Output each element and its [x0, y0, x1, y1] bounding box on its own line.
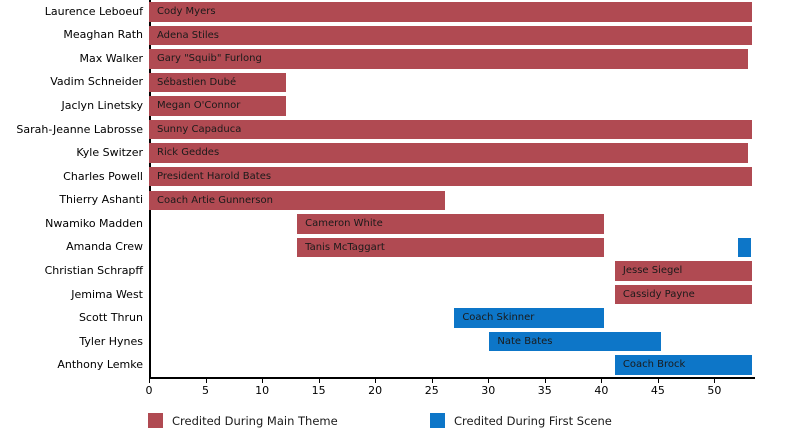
bar-label: Sébastien Dubé [157, 76, 237, 88]
bar-first_scene [738, 237, 751, 258]
y-axis-label: Amanda Crew [66, 240, 143, 254]
y-axis-label: Nwamiko Madden [45, 216, 143, 230]
legend-swatch-first-scene [430, 413, 445, 428]
bar-main_theme: Megan O'Connor [149, 96, 286, 116]
bar-label: Coach Brock [622, 359, 686, 371]
bar-label: Cassidy Payne [622, 288, 695, 300]
bar-label: Gary "Squib" Furlong [157, 53, 262, 65]
x-tick-mark [488, 379, 490, 383]
bar-main_theme: Gary "Squib" Furlong [149, 49, 749, 69]
y-axis-label: Jemima West [71, 287, 143, 301]
y-axis-label: Vadim Schneider [50, 75, 143, 89]
x-tick-label: 10 [255, 384, 270, 397]
x-tick-label: 50 [707, 384, 722, 397]
bar-label: Coach Artie Gunnerson [157, 194, 273, 206]
bar-main_theme: Jesse Siegel [614, 261, 752, 281]
x-tick-label: 15 [311, 384, 326, 397]
bar-label: Cody Myers [157, 6, 216, 18]
bar-label: Tanis McTaggart [305, 241, 385, 253]
x-tick-mark [318, 379, 320, 383]
y-axis-label: Laurence Leboeuf [44, 4, 143, 18]
x-tick-mark [262, 379, 264, 383]
y-axis-label: Max Walker [79, 51, 143, 65]
bar-main_theme: Tanis McTaggart [297, 237, 604, 258]
x-tick-mark [149, 379, 150, 383]
bar-label: Megan O'Connor [157, 100, 241, 112]
bar-first_scene: Nate Bates [489, 331, 662, 352]
y-axis-label: Tyler Hynes [79, 334, 143, 348]
legend-swatch-main-theme [148, 413, 163, 428]
bar-label: Adena Stiles [157, 29, 219, 41]
y-axis-label: Scott Thrun [78, 311, 143, 325]
bar-main_theme: Rick Geddes [149, 143, 749, 163]
bar-main_theme: Sébastien Dubé [149, 72, 286, 93]
y-axis-label: Kyle Switzer [76, 146, 143, 160]
y-axis-label: Meaghan Rath [63, 28, 143, 42]
bar-label: Nate Bates [497, 335, 553, 347]
bar-label: Coach Skinner [462, 312, 535, 324]
x-tick-label: 0 [145, 384, 153, 397]
bar-main_theme: Cody Myers [149, 2, 752, 22]
y-axis-label: Charles Powell [63, 169, 143, 183]
x-tick-mark [714, 379, 716, 383]
x-tick-label: 5 [202, 384, 210, 397]
bar-first_scene: Coach Skinner [454, 308, 604, 328]
bar-main_theme: Cameron White [297, 214, 604, 234]
y-axis-label: Christian Schrapff [44, 263, 143, 277]
bar-main_theme: President Harold Bates [149, 166, 752, 187]
bar-label: Rick Geddes [157, 147, 220, 159]
bar-first_scene: Coach Brock [614, 355, 752, 375]
x-tick-label: 30 [481, 384, 496, 397]
y-axis-label: Anthony Lemke [57, 358, 143, 372]
bar-main_theme: Coach Artie Gunnerson [149, 190, 446, 211]
x-tick-mark [205, 379, 207, 383]
x-tick-mark [375, 379, 377, 383]
legend-item-main-theme: Credited During Main Theme [148, 413, 338, 428]
x-tick-mark [431, 379, 433, 383]
x-axis-spine [149, 377, 755, 379]
bar-main_theme: Adena Stiles [149, 25, 752, 46]
x-tick-mark [544, 379, 546, 383]
bar-label: Sunny Capaduca [157, 123, 242, 135]
legend-label-first-scene: Credited During First Scene [454, 413, 612, 428]
x-tick-label: 25 [424, 384, 439, 397]
bar-label: Cameron White [305, 218, 383, 230]
y-axis-spine [149, 0, 151, 378]
bar-main_theme: Sunny Capaduca [149, 119, 752, 140]
x-tick-mark [657, 379, 659, 383]
y-axis-label: Sarah-Jeanne Labrosse [16, 122, 143, 136]
x-tick-label: 40 [594, 384, 609, 397]
y-axis-label: Jaclyn Linetsky [61, 99, 143, 113]
legend-label-main-theme: Credited During Main Theme [172, 413, 338, 428]
x-tick-label: 35 [537, 384, 552, 397]
y-axis-label: Thierry Ashanti [59, 193, 143, 207]
x-tick-label: 45 [650, 384, 665, 397]
bar-main_theme: Cassidy Payne [614, 284, 752, 305]
legend-item-first-scene: Credited During First Scene [430, 413, 612, 428]
x-tick-mark [601, 379, 603, 383]
bar-label: President Harold Bates [157, 170, 272, 182]
bar-label: Jesse Siegel [622, 265, 683, 277]
x-tick-label: 20 [368, 384, 383, 397]
